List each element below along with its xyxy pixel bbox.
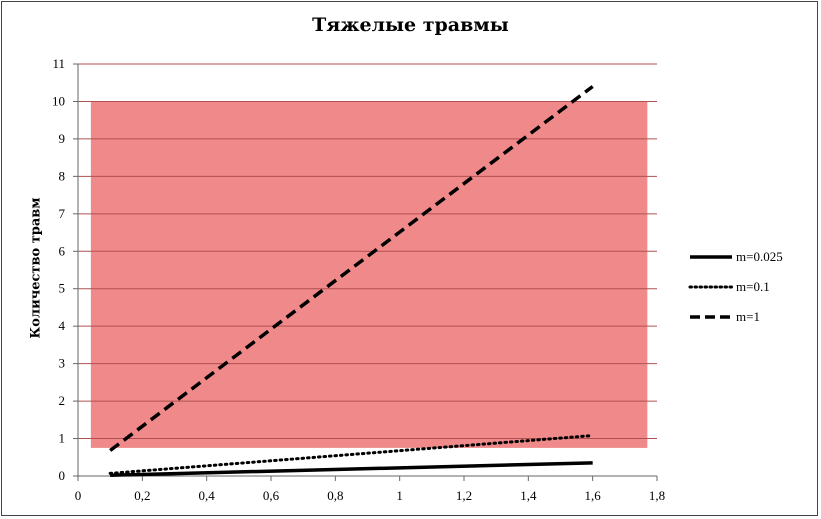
y-tick-label: 10 [52, 93, 65, 108]
series-line-dotted [108, 434, 595, 475]
legend-item-m-1: m=1 [688, 302, 812, 332]
x-tick-label: 0,4 [199, 488, 216, 503]
x-tick-label: 1,6 [585, 488, 602, 503]
legend-label: m=0.1 [736, 279, 770, 294]
y-tick-label: 2 [59, 393, 66, 408]
shaded-band [90, 101, 648, 448]
x-tick-label: 0,2 [134, 488, 150, 503]
y-tick-label: 4 [59, 318, 66, 333]
y-tick-label: 7 [59, 206, 66, 221]
y-tick-label: 6 [59, 243, 66, 258]
series-line-solid [110, 461, 593, 478]
y-tick-label: 1 [59, 431, 66, 446]
legend-label: m=0.025 [736, 249, 783, 264]
legend-label: m=1 [736, 309, 760, 324]
legend-item-m-0025: m=0.025 [688, 242, 812, 272]
chart-title: Тяжелые травмы [312, 14, 509, 36]
y-tick-label: 8 [59, 168, 66, 183]
legend-swatch-dashed [690, 315, 732, 319]
x-tick-label: 0 [75, 488, 82, 503]
y-tick-label: 9 [59, 131, 66, 146]
legend-swatch-solid [690, 255, 732, 259]
y-tick-label: 0 [59, 468, 66, 483]
x-tick-label: 1,8 [649, 488, 665, 503]
legend: m=0.025 m=0.1 m=1 [688, 242, 812, 332]
y-tick-label: 5 [59, 281, 66, 296]
x-tick-label: 1,4 [520, 488, 537, 503]
x-tick-label: 0,6 [263, 488, 280, 503]
x-tick-label: 0,8 [327, 488, 343, 503]
y-tick-label: 3 [59, 356, 66, 371]
legend-item-m-01: m=0.1 [688, 272, 812, 302]
x-tick-label: 1,2 [456, 488, 472, 503]
y-tick-label: 11 [52, 56, 65, 71]
x-tick-label: 1 [396, 488, 403, 503]
legend-swatch-dotted [688, 285, 734, 289]
series-line-dashed [109, 85, 594, 452]
